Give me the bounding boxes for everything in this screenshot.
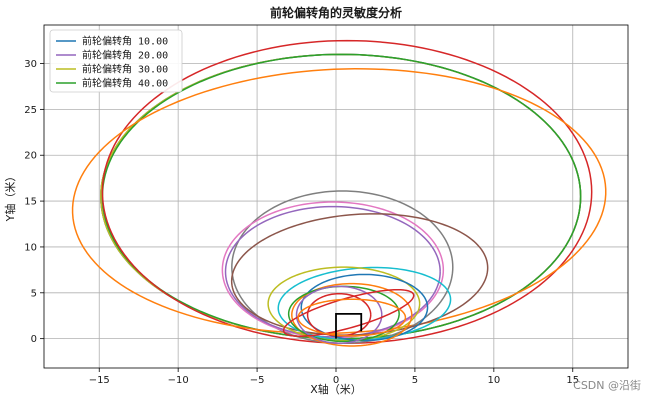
trajectory-series-15 bbox=[287, 285, 400, 343]
chart-title: 前轮偏转角的灵敏度分析 bbox=[270, 5, 402, 20]
trajectory-series-16 bbox=[295, 285, 383, 344]
y-tick-label: 25 bbox=[24, 105, 37, 116]
x-tick-label: −5 bbox=[250, 375, 265, 386]
x-tick-label: 10 bbox=[487, 375, 500, 386]
y-ticks: 0 5 10 15 20 25 30 bbox=[24, 59, 44, 345]
trajectory-series-6 bbox=[71, 68, 607, 335]
trajectory-series-10 bbox=[230, 213, 489, 336]
grid bbox=[44, 25, 628, 368]
trajectory-series-12 bbox=[267, 266, 421, 342]
legend-entry: 前轮偏转角 10.00 bbox=[82, 35, 168, 48]
trajectory-series-19 bbox=[297, 298, 407, 337]
x-tick-label: −10 bbox=[168, 375, 189, 386]
watermark: CSDN @沿街 bbox=[573, 379, 641, 392]
x-axis-label: X轴（米） bbox=[310, 382, 362, 396]
legend-entry: 前轮偏转角 40.00 bbox=[82, 77, 168, 90]
y-tick-label: 20 bbox=[24, 151, 37, 162]
y-axis-label: Y轴（米） bbox=[3, 171, 17, 223]
x-ticks: −15 −10 −5 0 5 10 15 bbox=[89, 368, 579, 386]
x-tick-label: 15 bbox=[566, 375, 579, 386]
y-tick-label: 0 bbox=[31, 334, 37, 345]
x-tick-label: 5 bbox=[412, 375, 418, 386]
trajectory-series-18 bbox=[282, 288, 415, 337]
trajectory-series-5 bbox=[101, 39, 593, 344]
y-tick-label: 15 bbox=[24, 197, 37, 208]
plot-frame bbox=[43, 24, 629, 369]
y-tick-label: 5 bbox=[31, 288, 37, 299]
trajectory-series-8 bbox=[221, 201, 445, 339]
trajectory-curves bbox=[71, 39, 607, 347]
legend-box bbox=[49, 29, 183, 93]
x-tick-label: −15 bbox=[89, 375, 110, 386]
trajectory-series-11 bbox=[277, 266, 452, 341]
legend-entry: 前轮偏转角 30.00 bbox=[82, 63, 168, 76]
trajectory-series-9 bbox=[224, 205, 441, 338]
vehicle-outline bbox=[335, 312, 363, 339]
x-tick-label: 0 bbox=[333, 375, 339, 386]
trajectory-series-14 bbox=[291, 282, 413, 347]
legend-entry: 前轮偏转角 20.00 bbox=[82, 49, 168, 62]
y-tick-label: 30 bbox=[24, 59, 37, 70]
y-tick-label: 10 bbox=[24, 242, 37, 253]
trajectory-series-7 bbox=[231, 190, 454, 344]
